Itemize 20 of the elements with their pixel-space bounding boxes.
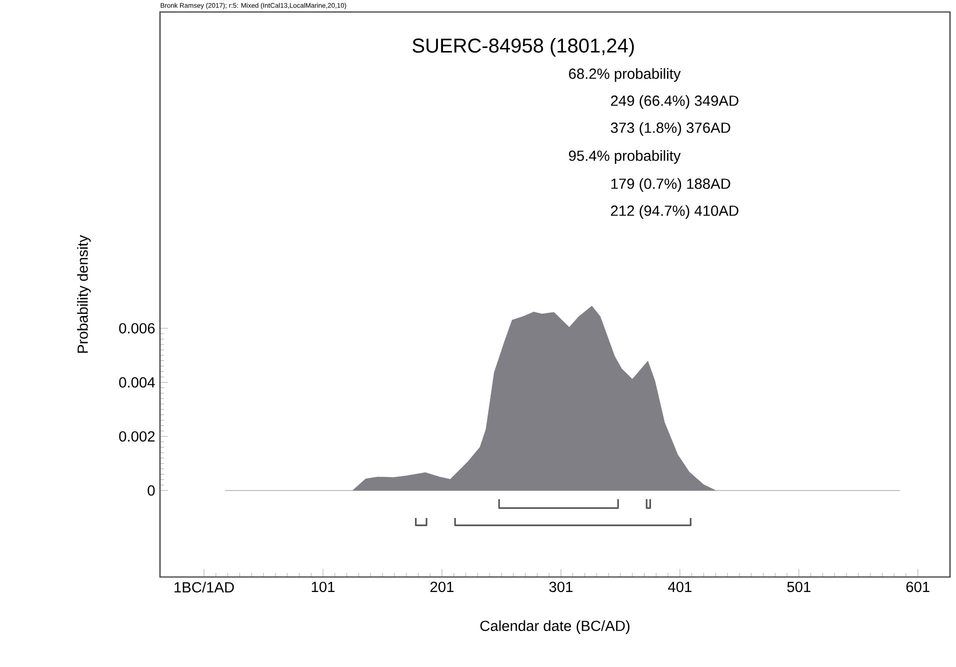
x-tick-label: 301 xyxy=(549,582,572,592)
annotation: 249 (66.4%) 349AD xyxy=(611,95,738,109)
y-tick-label: 0 xyxy=(148,485,155,496)
y-axis-title: Probability density xyxy=(77,235,91,353)
y-tick-label: 0.004 xyxy=(119,377,155,388)
annotation: 68.2% probability xyxy=(569,68,681,82)
annotation: 373 (1.8%) 376AD xyxy=(610,122,730,136)
x-tick-label: 101 xyxy=(312,582,335,592)
y-tick-label: 0.006 xyxy=(119,323,155,334)
x-tick-label: 601 xyxy=(906,582,930,592)
x-tick-label: 1BC/1AD xyxy=(174,582,234,592)
x-axis-title: Calendar date (BC/AD) xyxy=(480,620,630,634)
annotation: 212 (94.7%) 410AD xyxy=(611,205,738,219)
x-tick-label: 501 xyxy=(787,582,810,592)
x-tick-label: 401 xyxy=(668,582,692,592)
annotation: 95.4% probability xyxy=(568,150,681,164)
x-tick-label: 201 xyxy=(430,582,454,592)
y-tick-label: 0.002 xyxy=(119,431,155,442)
annotation: 179 (0.7%) 188AD xyxy=(611,178,730,192)
text: SUERC-84958 (1801,24) xyxy=(412,38,634,57)
